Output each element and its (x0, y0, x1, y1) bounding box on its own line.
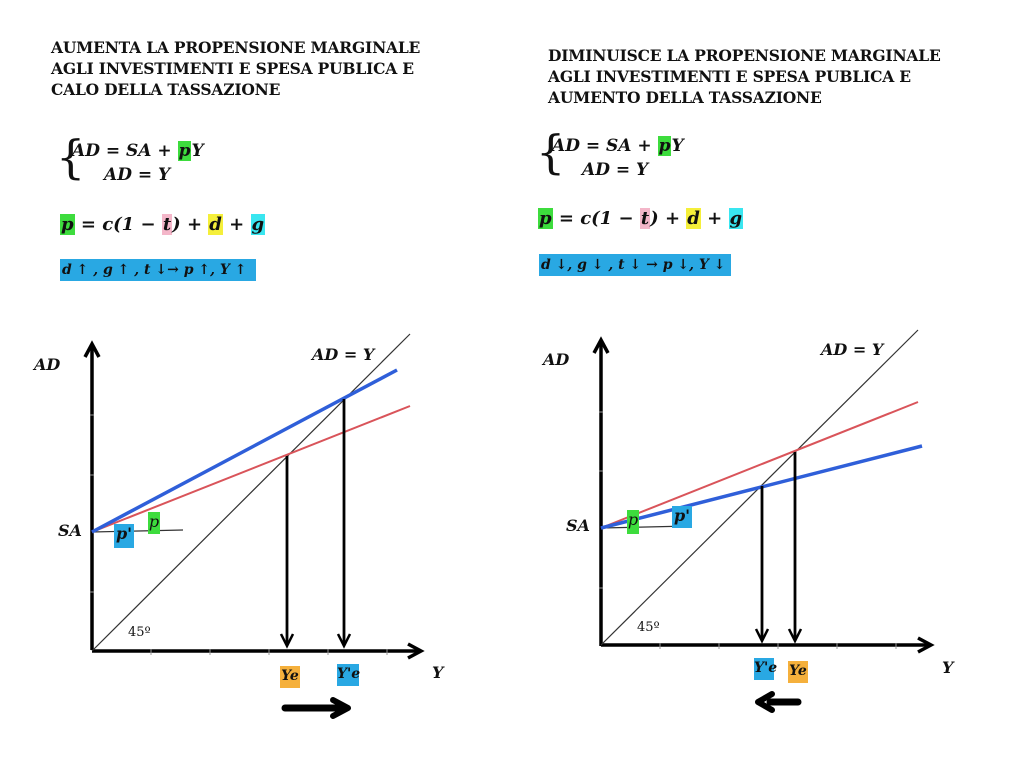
left-system-line1: AD = SA + pY (72, 141, 204, 161)
right-system-line2: AD = Y (582, 160, 649, 180)
d-highlight: d (686, 208, 701, 229)
p-highlight: p (657, 136, 672, 156)
left-title: AUMENTA LA PROPENSIONE MARGINALE AGLI IN… (51, 37, 420, 100)
left-system-line2: AD = Y (104, 165, 171, 185)
left-system-brace: { (56, 130, 86, 184)
left-ye-tag: Ye (280, 666, 300, 688)
right-ye-prime-arrow-icon (754, 628, 770, 644)
left-blue-ad-line (91, 368, 398, 534)
right-title-line: DIMINUISCE LA PROPENSIONE MARGINALE (548, 46, 941, 65)
right-graph (592, 329, 935, 713)
left-p-old-tag: p (148, 512, 160, 534)
left-y-axis-arrow-icon (83, 340, 101, 358)
right-system-line1: AD = SA + pY (552, 136, 684, 156)
left-intercept-label: SA (58, 521, 82, 540)
eq-text: Y (671, 136, 684, 156)
eq-text: Y (191, 141, 204, 161)
left-title-line: AUMENTA LA PROPENSIONE MARGINALE (51, 38, 421, 57)
left-title-line: CALO DELLA TASSAZIONE (51, 80, 281, 99)
left-ticks (90, 414, 388, 655)
right-45-line-label: AD = Y (821, 340, 884, 359)
eq-text: ) + (172, 214, 209, 235)
left-p-new-tag: p' (114, 524, 134, 548)
right-ye-arrow-icon (787, 628, 803, 644)
eq-text: + (700, 208, 729, 229)
eq-text: AD = SA + (72, 141, 178, 161)
left-angle-label: 45º (128, 625, 151, 640)
g-highlight: g (250, 214, 266, 235)
left-y-axis-label: AD (34, 355, 61, 374)
p-highlight: p (538, 208, 553, 229)
p-highlight: p (177, 141, 192, 161)
right-formula: p = c(1 − t) + d + g (538, 208, 744, 229)
p-highlight: p (60, 214, 75, 235)
eq-text: = c(1 − (74, 214, 162, 235)
right-x-axis-arrow-icon (917, 636, 935, 654)
left-red-ad-line (91, 405, 411, 533)
right-p-old-tag: p (627, 510, 639, 534)
left-formula: p = c(1 − t) + d + g (60, 214, 266, 235)
right-title: DIMINUISCE LA PROPENSIONE MARGINALE AGLI… (548, 45, 941, 108)
left-x-axis-label: Y (432, 663, 444, 682)
right-p-new-tag: p' (672, 506, 692, 528)
right-y-axis-label: AD (543, 350, 570, 369)
eq-text: + (222, 214, 251, 235)
d-highlight: d (208, 214, 223, 235)
left-effect-bar: d ↑ , g ↑ , t ↓→ p ↑, Y ↑ (60, 259, 256, 281)
left-graph (83, 333, 425, 719)
right-intercept-label: SA (566, 516, 590, 535)
right-ye-tag: Ye (788, 661, 808, 683)
left-ye-prime-tag: Y'e (337, 664, 360, 686)
left-45-line-label: AD = Y (312, 345, 375, 364)
eq-text: AD = SA + (552, 136, 658, 156)
t-highlight: t (161, 214, 173, 235)
left-ye-prime-arrow-icon (336, 633, 352, 649)
right-effect-bar: d ↓, g ↓ , t ↓ → p ↓, Y ↓ (539, 254, 731, 276)
eq-text: = c(1 − (552, 208, 640, 229)
g-highlight: g (728, 208, 744, 229)
right-system-brace: { (536, 125, 566, 179)
left-slope-baseline (91, 529, 184, 533)
right-shift-arrowhead-icon (755, 691, 775, 713)
left-x-axis-arrow-icon (407, 642, 425, 660)
right-angle-label: 45º (637, 620, 660, 635)
right-x-axis-label: Y (942, 658, 954, 677)
right-title-line: AGLI INVESTIMENTI E SPESA PUBLICA E (548, 67, 911, 86)
right-ye-prime-tag: Y'e (754, 658, 777, 680)
right-title-line: AUMENTO DELLA TASSAZIONE (548, 88, 822, 107)
eq-text: ) + (650, 208, 687, 229)
left-ye-arrow-icon (279, 633, 295, 649)
left-title-line: AGLI INVESTIMENTI E SPESA PUBLICA E (51, 59, 414, 78)
left-45-degree-line (91, 333, 411, 652)
t-highlight: t (639, 208, 651, 229)
right-y-axis-arrow-icon (592, 336, 610, 354)
left-shift-arrowhead-icon (330, 697, 351, 719)
right-ticks (599, 411, 897, 649)
right-red-ad-line (600, 401, 919, 529)
